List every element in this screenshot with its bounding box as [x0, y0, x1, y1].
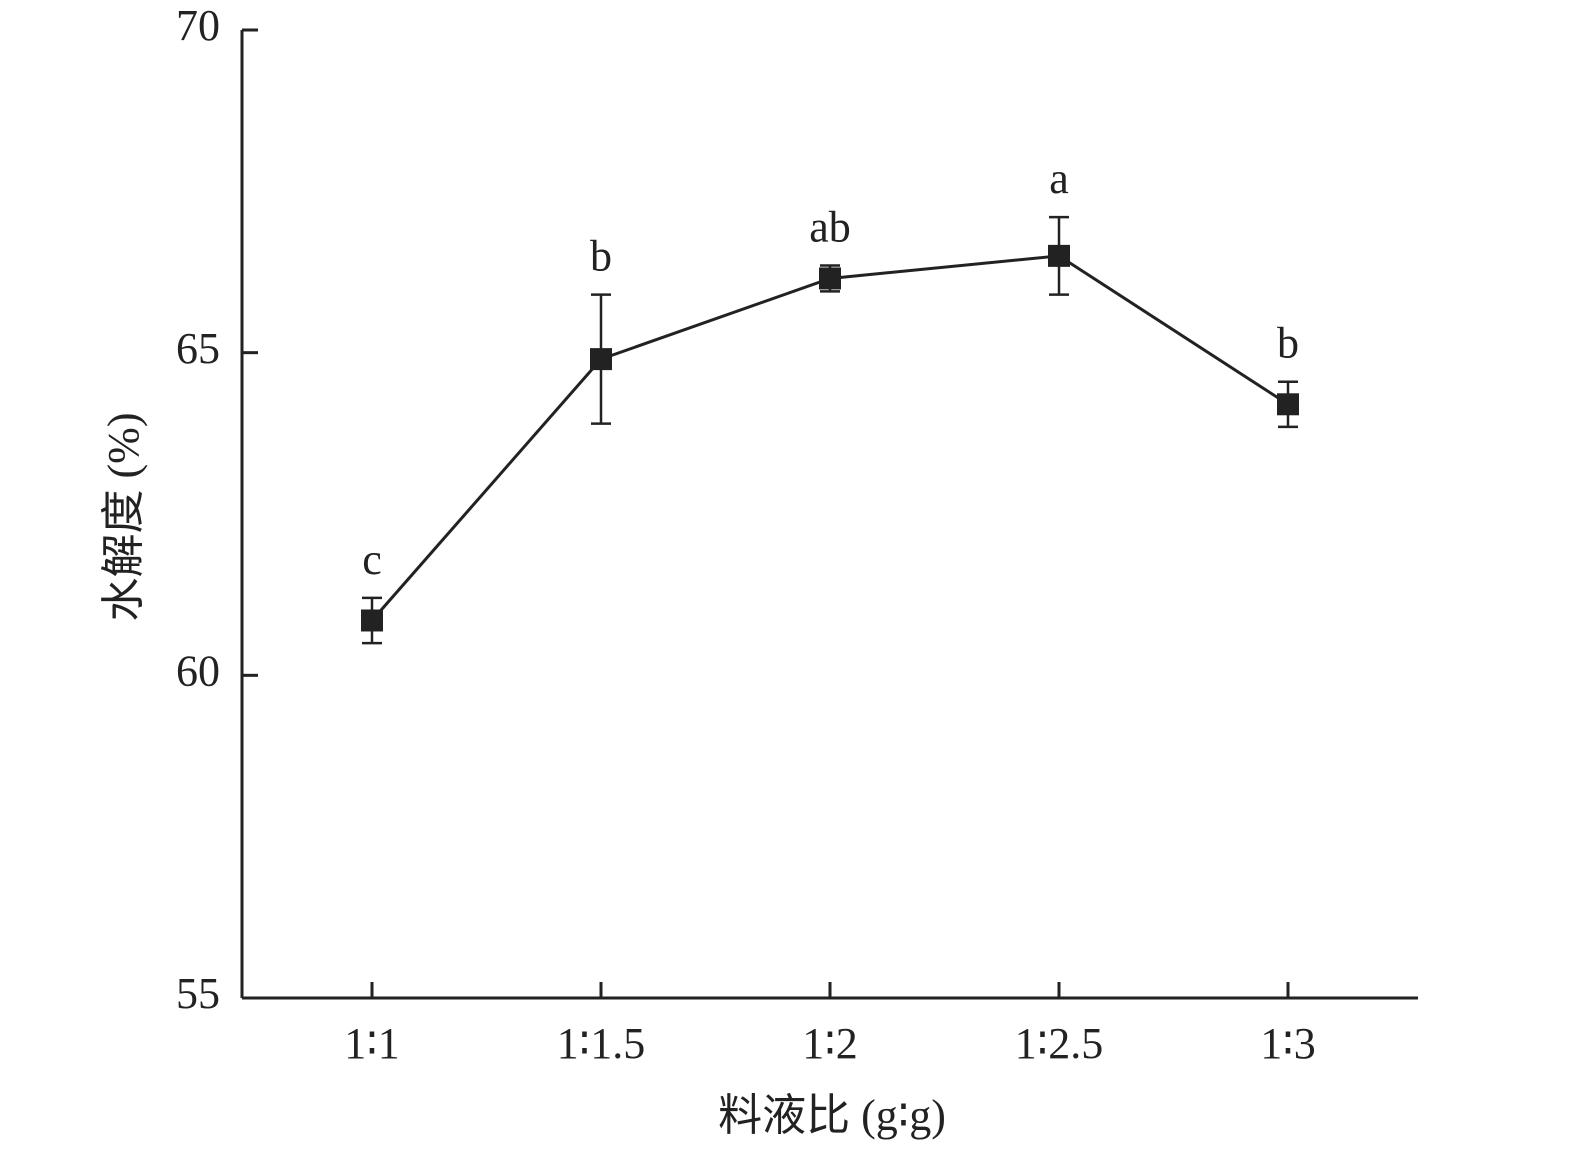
x-tick-label: 1∶1.5 [557, 1019, 645, 1068]
data-point [1277, 393, 1299, 416]
significance-label: b [1277, 319, 1299, 368]
x-tick-label: 1∶2 [802, 1019, 857, 1068]
y-tick-label: 70 [176, 1, 220, 50]
y-axis-label: 水解度 (%) [99, 413, 148, 622]
x-tick-label: 1∶1 [344, 1019, 399, 1068]
x-tick-label: 1∶3 [1260, 1019, 1315, 1068]
axes: 55 60 65 70 1∶1 1∶1.5 1∶2 1∶2.5 1∶3 [176, 1, 1418, 1068]
x-tick-label: 1∶2.5 [1015, 1019, 1103, 1068]
significance-label: ab [809, 203, 851, 252]
series-line [370, 254, 1289, 622]
y-tick-label: 55 [176, 969, 220, 1018]
significance-label: a [1049, 154, 1069, 203]
data-point [819, 267, 841, 290]
y-tick-label: 60 [176, 646, 220, 695]
data-point [590, 348, 612, 371]
significance-label: b [590, 232, 612, 281]
data-point [1048, 244, 1070, 267]
x-axis-label: 料液比 (g∶g) [718, 1091, 946, 1140]
data-point [361, 609, 383, 632]
y-tick-label: 65 [176, 324, 220, 373]
significance-label: c [362, 535, 382, 584]
